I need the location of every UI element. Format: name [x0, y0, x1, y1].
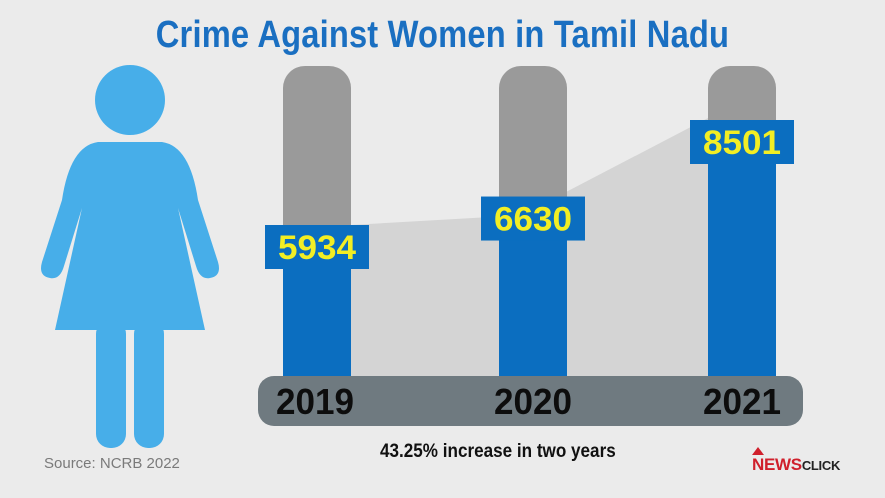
tick-label-2019: 2019	[276, 381, 354, 422]
woman-icon-left-leg	[96, 320, 126, 448]
newsclick-logo: NEWSCLICK	[752, 455, 840, 475]
value-box-2020	[481, 196, 585, 241]
logo-click: CLICK	[801, 458, 841, 473]
data-label-2020: 6630	[494, 201, 572, 239]
value-box-2019	[265, 225, 369, 269]
newsclick-logo-mark	[752, 447, 764, 455]
data-label-2019: 5934	[278, 229, 356, 267]
bar-2020	[499, 218, 567, 395]
increase-annotation: 43.25% increase in two years	[380, 441, 616, 462]
woman-icon-body	[41, 142, 219, 330]
woman-icon	[41, 65, 219, 448]
chart-title: Crime Against Women in Tamil Nadu	[155, 14, 730, 56]
year-axis-band	[258, 376, 803, 426]
woman-icon-right-leg	[134, 320, 164, 448]
bar-2021	[708, 142, 776, 395]
bar-2019	[283, 247, 351, 395]
data-label-2021: 8501	[703, 124, 781, 162]
source-note: Source: NCRB 2022	[44, 455, 180, 472]
tick-label-2021: 2021	[703, 381, 781, 422]
tick-label-2020: 2020	[494, 381, 572, 422]
value-box-2021	[690, 120, 794, 164]
woman-icon-head	[95, 65, 165, 135]
logo-news: NEWS	[752, 455, 802, 474]
